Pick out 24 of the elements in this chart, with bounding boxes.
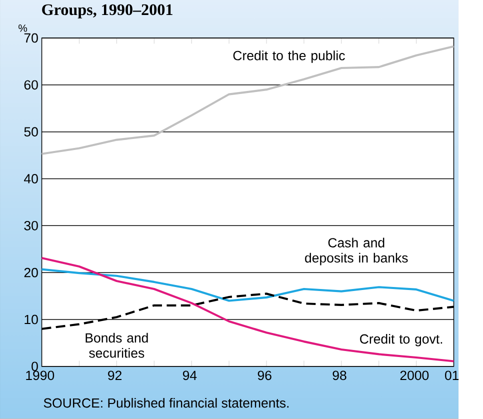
y-tick-label: 60 (24, 80, 38, 90)
x-tick-label: 92 (108, 370, 122, 380)
y-tick-label: 50 (24, 127, 38, 137)
line-series (40, 268, 455, 302)
y-tick-label: 40 (24, 174, 38, 184)
x-tick-label: 98 (332, 370, 346, 380)
series-label: Credit to govt. (360, 334, 442, 346)
y-tick-label: 70 (24, 33, 38, 43)
x-tick-label: 96 (258, 370, 272, 380)
y-axis-title: % (18, 24, 28, 32)
series-label: Bonds and securities (86, 333, 148, 358)
y-tick-label: 10 (24, 314, 38, 324)
source-note: SOURCE: Published financial statements. (44, 398, 289, 408)
y-tick-label: 0 (32, 362, 38, 372)
line-series (40, 46, 455, 156)
x-tick-label: 01 (445, 370, 459, 380)
series-label: Cash and deposits in banks (305, 238, 408, 266)
series-label: Credit to the public (233, 50, 345, 64)
chart-title: Groups, 1990–2001 (42, 4, 172, 19)
y-tick-label: 20 (24, 268, 38, 278)
x-tick-label: 2000 (400, 370, 429, 380)
x-tick-label: 94 (182, 370, 197, 380)
x-tick-label: 1990 (26, 370, 54, 380)
y-tick-label: 30 (24, 221, 38, 231)
